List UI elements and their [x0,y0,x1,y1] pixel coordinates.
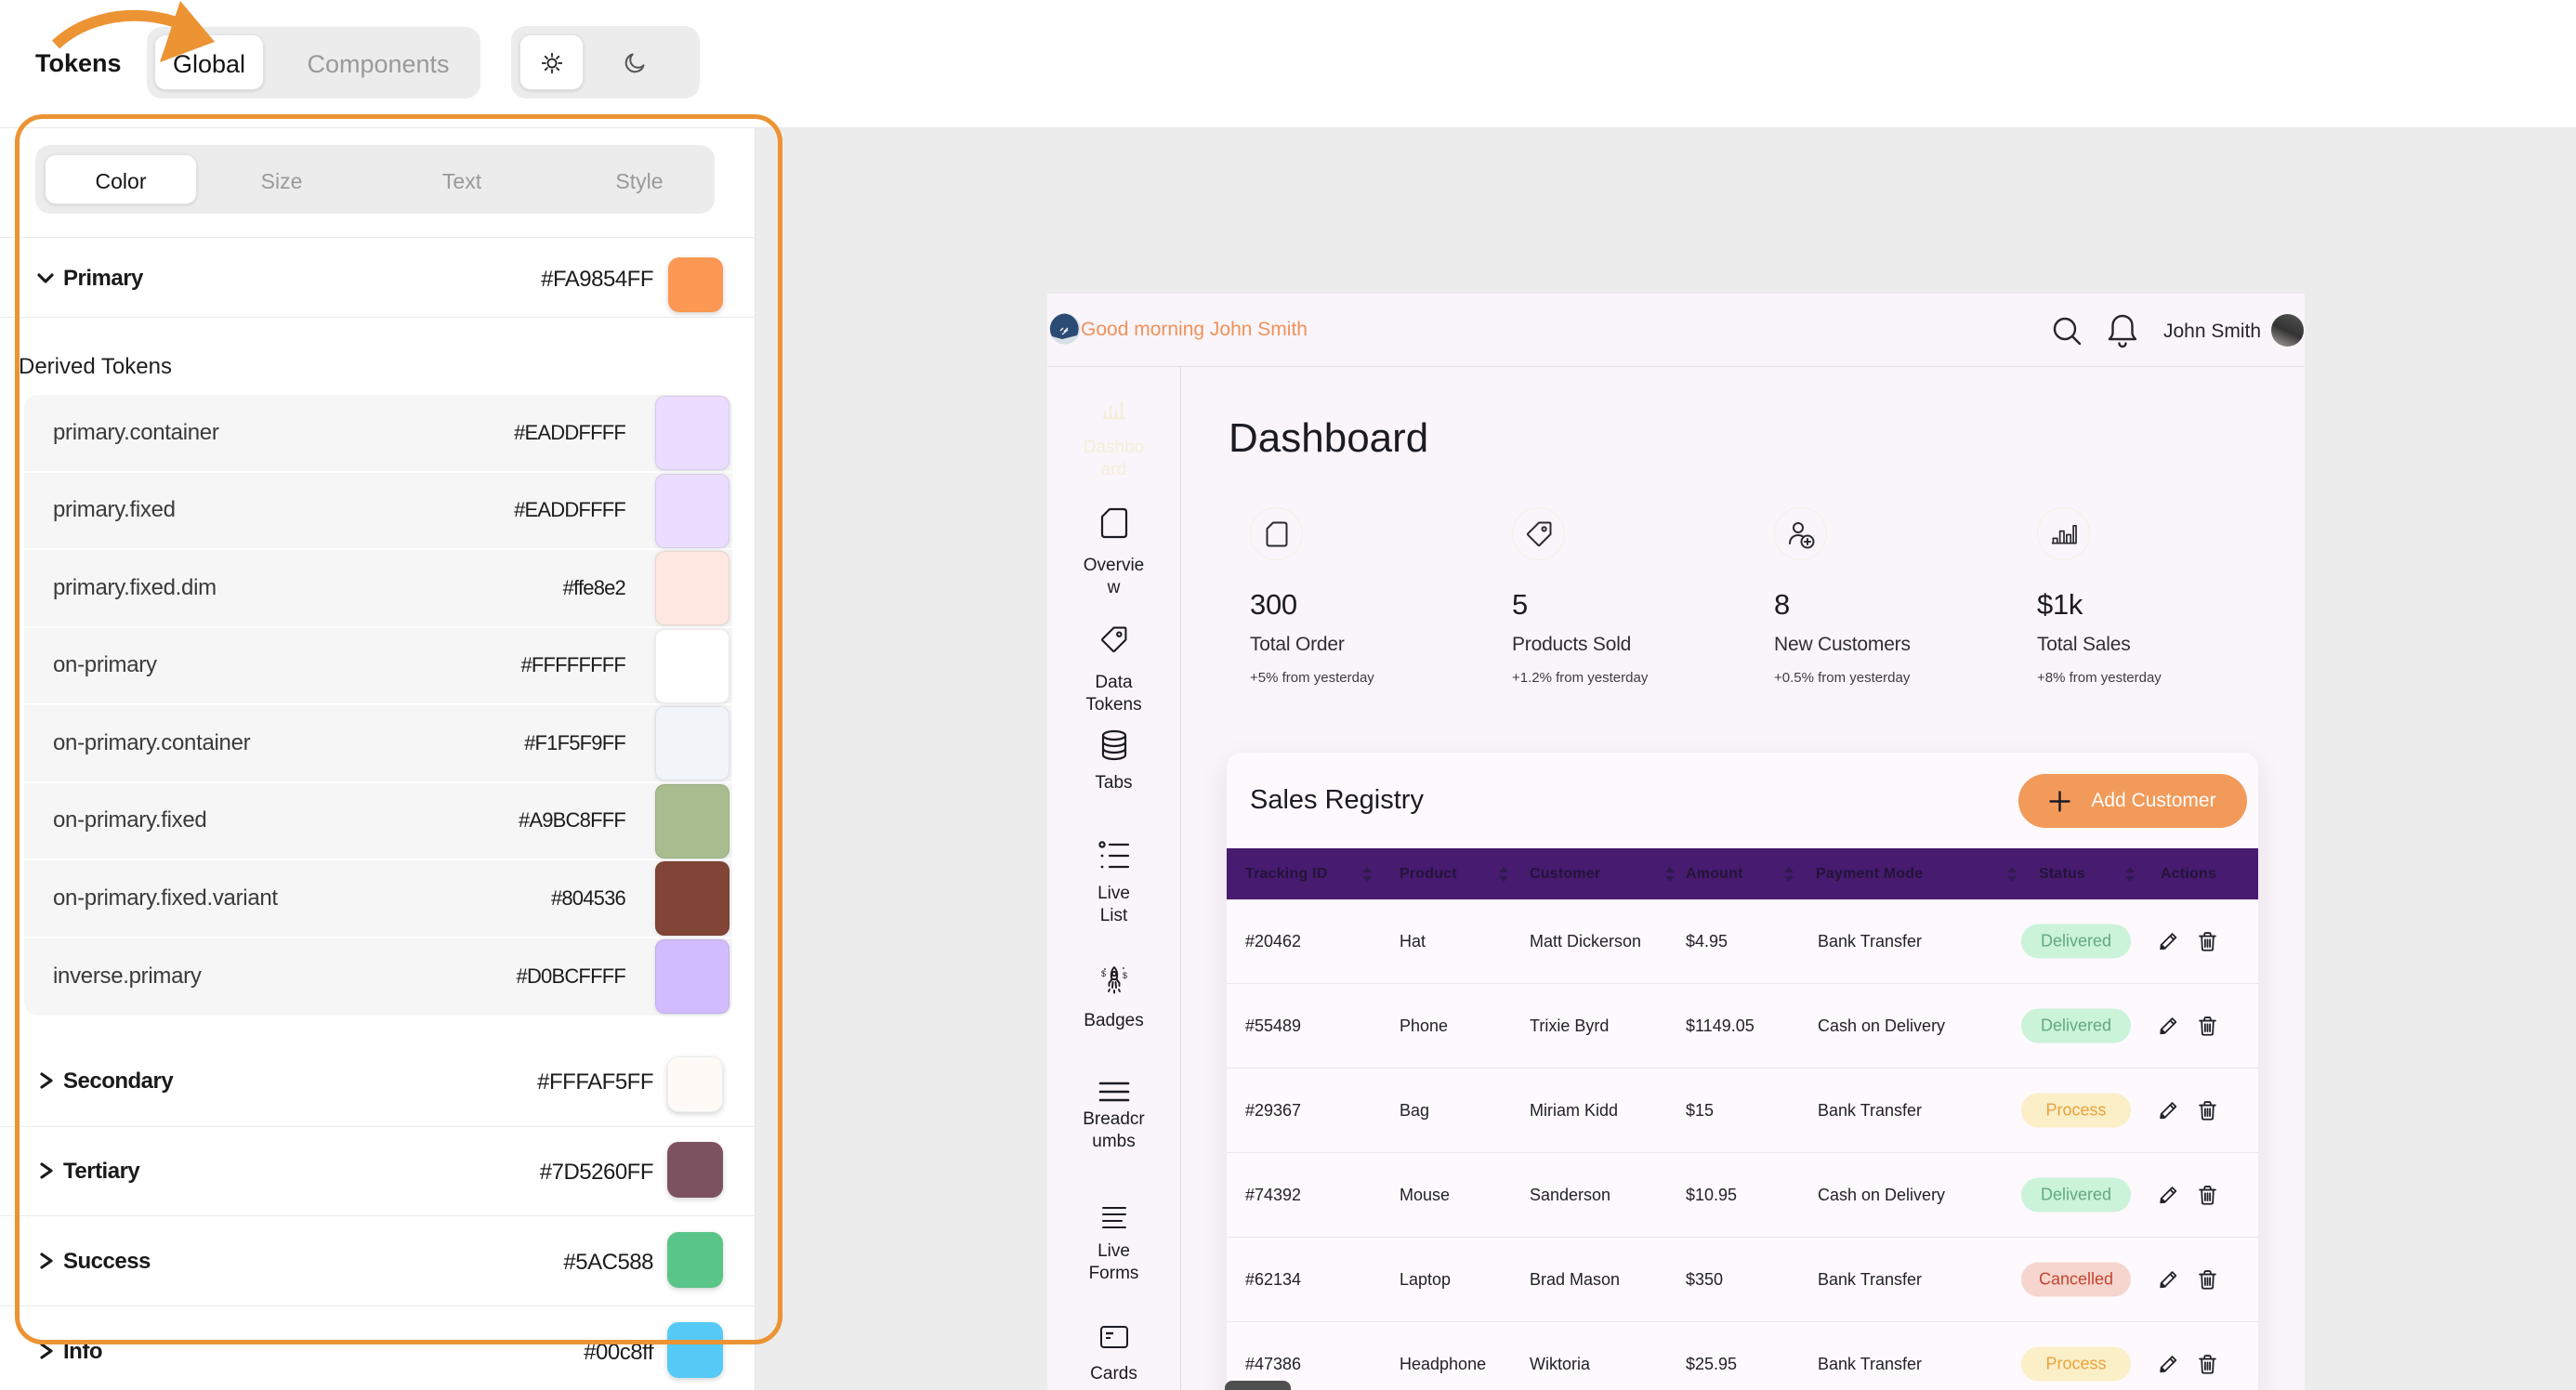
svg-text:$: $ [1123,971,1127,980]
svg-text:$: $ [1101,969,1106,978]
